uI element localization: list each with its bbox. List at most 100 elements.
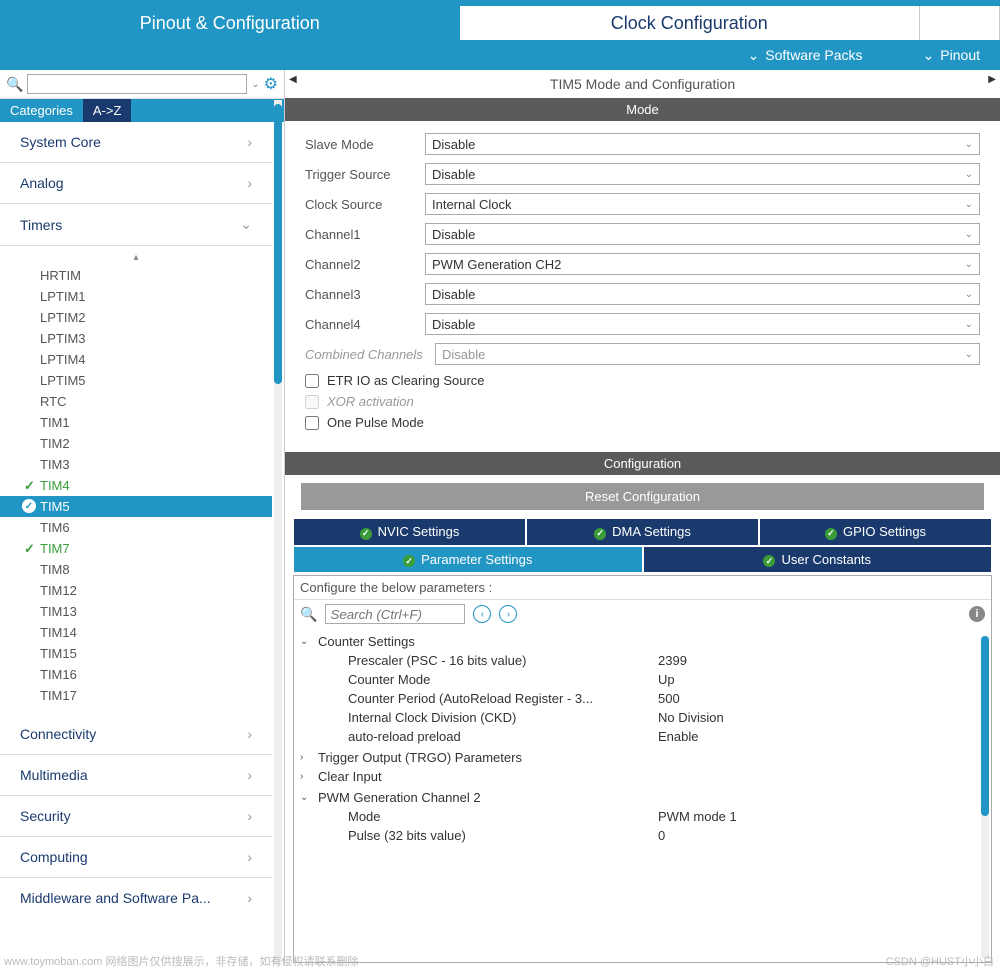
clear-input-header[interactable]: ›Clear Input: [300, 767, 985, 786]
timer-item-tim7[interactable]: TIM7: [0, 538, 272, 559]
section-middleware[interactable]: Middleware and Software Pa...›: [0, 878, 272, 918]
tab-nvic[interactable]: NVIC Settings: [293, 518, 526, 546]
tab-dma[interactable]: DMA Settings: [526, 518, 759, 546]
param-val[interactable]: Enable: [658, 729, 698, 744]
timer-item[interactable]: LPTIM2: [0, 307, 272, 328]
tab-clock[interactable]: Clock Configuration: [460, 6, 921, 40]
channel3-select[interactable]: Disable⌄: [425, 283, 980, 305]
dropdown-icon[interactable]: ⌄: [251, 79, 259, 90]
counter-settings-header[interactable]: ⌄Counter Settings: [300, 632, 985, 651]
tab-gpio[interactable]: GPIO Settings: [759, 518, 992, 546]
timer-item[interactable]: LPTIM5: [0, 370, 272, 391]
param-key: auto-reload preload: [348, 729, 658, 744]
chevron-down-icon: ⌄: [965, 259, 973, 270]
channel2-select[interactable]: PWM Generation CH2⌄: [425, 253, 980, 275]
search-prev-icon[interactable]: ‹: [473, 605, 491, 623]
param-val[interactable]: Up: [658, 672, 675, 687]
timer-item[interactable]: TIM14: [0, 622, 272, 643]
param-scrollbar[interactable]: [981, 636, 989, 958]
section-computing[interactable]: Computing›: [0, 837, 272, 878]
timer-item[interactable]: TIM3: [0, 454, 272, 475]
pinout-menu[interactable]: ⌄Pinout: [923, 47, 980, 64]
search-next-icon[interactable]: ›: [499, 605, 517, 623]
timer-item[interactable]: TIM15: [0, 643, 272, 664]
section-system-core[interactable]: System Core›: [0, 122, 272, 163]
channel4-select[interactable]: Disable⌄: [425, 313, 980, 335]
content-title: ◀ TIM5 Mode and Configuration ▶: [285, 70, 1000, 98]
tab-pinout[interactable]: Pinout & Configuration: [0, 6, 460, 40]
expand-icon: ›: [300, 771, 312, 782]
chevron-down-icon: ⌄: [748, 47, 760, 64]
param-val[interactable]: PWM mode 1: [658, 809, 737, 824]
slave-mode-select[interactable]: Disable⌄: [425, 133, 980, 155]
pwm-ch2-header[interactable]: ⌄PWM Generation Channel 2: [300, 788, 985, 807]
timer-item-tim5[interactable]: TIM5: [0, 496, 272, 517]
section-security[interactable]: Security›: [0, 796, 272, 837]
collapse-right-icon[interactable]: ▶: [988, 74, 996, 85]
timer-item[interactable]: RTC: [0, 391, 272, 412]
param-key: Counter Mode: [348, 672, 658, 687]
timer-item[interactable]: TIM6: [0, 517, 272, 538]
sidebar-search-input[interactable]: [27, 74, 247, 94]
timer-item[interactable]: TIM2: [0, 433, 272, 454]
tab-spacer: [920, 6, 1000, 40]
timer-list: ▴ HRTIM LPTIM1 LPTIM2 LPTIM3 LPTIM4 LPTI…: [0, 246, 272, 714]
clock-source-select[interactable]: Internal Clock⌄: [425, 193, 980, 215]
param-key: Pulse (32 bits value): [348, 828, 658, 843]
etr-checkbox[interactable]: [305, 374, 319, 388]
timer-item[interactable]: TIM12: [0, 580, 272, 601]
watermark: www.toymoban.com 网络图片仅供搜展示，非存储，如有侵权请联系删除: [4, 953, 358, 969]
section-analog[interactable]: Analog›: [0, 163, 272, 204]
gear-icon[interactable]: ⚙: [264, 74, 278, 94]
param-val[interactable]: 500: [658, 691, 680, 706]
chevron-down-icon: ⌄: [965, 349, 973, 360]
timer-item[interactable]: HRTIM: [0, 265, 272, 286]
param-val[interactable]: No Division: [658, 710, 724, 725]
chevron-down-icon: ⌄: [965, 319, 973, 330]
sidebar-scrollbar[interactable]: [274, 100, 282, 965]
software-packs-menu[interactable]: ⌄Software Packs: [748, 47, 863, 64]
trigger-source-select[interactable]: Disable⌄: [425, 163, 980, 185]
xor-checkbox: [305, 395, 319, 409]
onepulse-checkbox-row[interactable]: One Pulse Mode: [305, 415, 980, 430]
timer-item[interactable]: TIM8: [0, 559, 272, 580]
onepulse-checkbox[interactable]: [305, 416, 319, 430]
etr-checkbox-row[interactable]: ETR IO as Clearing Source: [305, 373, 980, 388]
chevron-down-icon: ⌄: [965, 199, 973, 210]
param-val[interactable]: 2399: [658, 653, 687, 668]
timer-item[interactable]: TIM1: [0, 412, 272, 433]
reset-config-button[interactable]: Reset Configuration: [301, 483, 984, 510]
content-panel: ◀ TIM5 Mode and Configuration ▶ Mode Sla…: [285, 70, 1000, 965]
timer-item[interactable]: TIM13: [0, 601, 272, 622]
expand-icon: ⌄: [300, 792, 312, 803]
chevron-down-icon: ⌄: [240, 216, 252, 233]
param-search-input[interactable]: [325, 604, 465, 624]
chevron-right-icon: ›: [247, 726, 252, 742]
tab-parameter-settings[interactable]: Parameter Settings: [293, 546, 643, 574]
combined-select: Disable⌄: [435, 343, 980, 365]
tab-user-constants[interactable]: User Constants: [643, 546, 993, 574]
tab-az[interactable]: A->Z: [83, 99, 132, 122]
section-timers[interactable]: Timers⌄: [0, 204, 272, 246]
timer-item[interactable]: LPTIM4: [0, 349, 272, 370]
timer-item[interactable]: LPTIM3: [0, 328, 272, 349]
chevron-right-icon: ›: [247, 767, 252, 783]
info-icon[interactable]: i: [969, 606, 985, 622]
tab-categories[interactable]: Categories: [0, 99, 83, 122]
channel1-select[interactable]: Disable⌄: [425, 223, 980, 245]
section-multimedia[interactable]: Multimedia›: [0, 755, 272, 796]
param-key: Internal Clock Division (CKD): [348, 710, 658, 725]
param-val[interactable]: 0: [658, 828, 665, 843]
collapse-left-icon[interactable]: ◀: [289, 74, 297, 85]
timer-item-tim4[interactable]: TIM4: [0, 475, 272, 496]
timer-item[interactable]: TIM17: [0, 685, 272, 706]
search-icon: 🔍: [300, 606, 317, 623]
clock-source-label: Clock Source: [305, 197, 425, 212]
collapse-icon[interactable]: ▴: [0, 250, 272, 265]
timer-item[interactable]: TIM16: [0, 664, 272, 685]
timer-item[interactable]: LPTIM1: [0, 286, 272, 307]
trgo-header[interactable]: ›Trigger Output (TRGO) Parameters: [300, 748, 985, 767]
chevron-down-icon: ⌄: [965, 169, 973, 180]
section-connectivity[interactable]: Connectivity›: [0, 714, 272, 755]
chevron-down-icon: ⌄: [965, 229, 973, 240]
